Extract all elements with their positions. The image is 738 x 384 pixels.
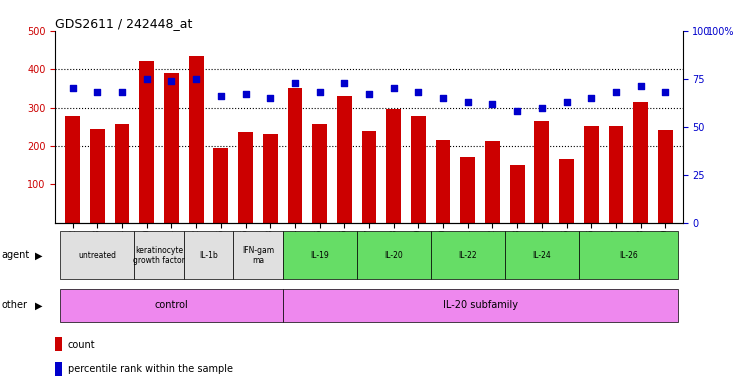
Bar bbox=[164, 73, 179, 223]
Bar bbox=[238, 132, 253, 223]
Text: count: count bbox=[68, 340, 95, 350]
Point bbox=[66, 85, 78, 91]
Bar bbox=[356, 232, 431, 279]
Point bbox=[363, 91, 375, 97]
Text: keratinocyte
growth factor: keratinocyte growth factor bbox=[133, 246, 185, 265]
Bar bbox=[263, 134, 277, 223]
Point bbox=[660, 89, 672, 95]
Bar bbox=[431, 232, 505, 279]
Text: IL-19: IL-19 bbox=[310, 251, 329, 260]
Bar bbox=[184, 232, 233, 279]
Bar bbox=[288, 88, 303, 223]
Point bbox=[116, 89, 128, 95]
Point bbox=[635, 83, 646, 89]
Text: IFN-gam
ma: IFN-gam ma bbox=[242, 246, 274, 265]
Bar bbox=[559, 159, 574, 223]
Bar bbox=[312, 124, 327, 223]
Bar bbox=[55, 362, 62, 376]
Point bbox=[561, 99, 573, 105]
Bar bbox=[114, 124, 129, 223]
Bar bbox=[65, 116, 80, 223]
Bar bbox=[609, 126, 624, 223]
Point bbox=[339, 79, 351, 86]
Point bbox=[314, 89, 325, 95]
Point bbox=[462, 99, 474, 105]
Bar bbox=[283, 289, 677, 322]
Bar bbox=[505, 232, 579, 279]
Bar bbox=[61, 232, 134, 279]
Point bbox=[585, 95, 597, 101]
Bar bbox=[55, 337, 62, 351]
Text: percentile rank within the sample: percentile rank within the sample bbox=[68, 364, 233, 374]
Text: IL-20 subfamily: IL-20 subfamily bbox=[443, 300, 517, 310]
Text: IL-24: IL-24 bbox=[533, 251, 551, 260]
Point bbox=[413, 89, 424, 95]
Point bbox=[289, 79, 301, 86]
Text: other: other bbox=[1, 300, 27, 310]
Y-axis label: 100%: 100% bbox=[706, 27, 734, 37]
Bar bbox=[435, 140, 450, 223]
Bar bbox=[362, 131, 376, 223]
Bar bbox=[584, 126, 599, 223]
Point bbox=[141, 76, 153, 82]
Point bbox=[536, 104, 548, 111]
Point bbox=[610, 89, 622, 95]
Bar bbox=[534, 121, 549, 223]
Bar bbox=[633, 102, 648, 223]
Bar bbox=[658, 130, 673, 223]
Bar bbox=[139, 61, 154, 223]
Point bbox=[240, 91, 252, 97]
Text: untreated: untreated bbox=[78, 251, 117, 260]
Point bbox=[215, 93, 227, 99]
Bar bbox=[90, 129, 105, 223]
Point bbox=[387, 85, 399, 91]
Bar bbox=[189, 56, 204, 223]
Bar bbox=[233, 232, 283, 279]
Point bbox=[92, 89, 103, 95]
Text: agent: agent bbox=[1, 250, 30, 260]
Point bbox=[486, 101, 498, 107]
Text: IL-26: IL-26 bbox=[619, 251, 638, 260]
Bar bbox=[579, 232, 677, 279]
Bar bbox=[411, 116, 426, 223]
Point bbox=[264, 95, 276, 101]
Text: GDS2611 / 242448_at: GDS2611 / 242448_at bbox=[55, 17, 193, 30]
Point bbox=[437, 95, 449, 101]
Bar bbox=[510, 165, 525, 223]
Text: ▶: ▶ bbox=[35, 300, 43, 310]
Bar bbox=[461, 157, 475, 223]
Bar bbox=[485, 141, 500, 223]
Text: ▶: ▶ bbox=[35, 250, 43, 260]
Text: IL-1b: IL-1b bbox=[199, 251, 218, 260]
Bar bbox=[61, 289, 283, 322]
Text: IL-22: IL-22 bbox=[458, 251, 477, 260]
Text: control: control bbox=[154, 300, 188, 310]
Point bbox=[165, 78, 177, 84]
Point bbox=[190, 76, 202, 82]
Point bbox=[511, 108, 523, 114]
Text: IL-20: IL-20 bbox=[384, 251, 403, 260]
Bar bbox=[134, 232, 184, 279]
Bar bbox=[337, 96, 352, 223]
Bar bbox=[213, 148, 228, 223]
Bar bbox=[283, 232, 356, 279]
Bar bbox=[386, 109, 401, 223]
